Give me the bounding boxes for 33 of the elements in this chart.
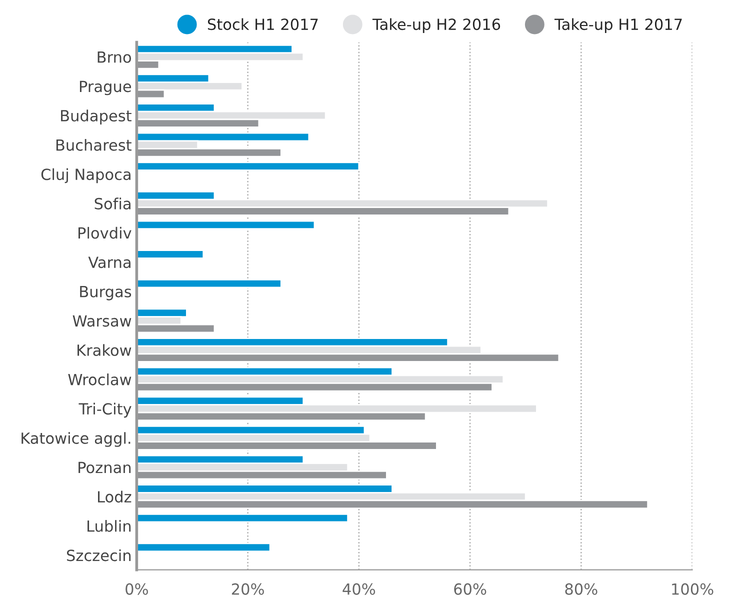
bar bbox=[136, 278, 282, 288]
y-tick-label: Wroclaw bbox=[68, 374, 132, 386]
y-tick-label: Plovdiv bbox=[78, 226, 132, 239]
y-tick-label: Brno bbox=[98, 52, 131, 63]
y-tick-label: Lublin bbox=[88, 520, 131, 532]
y-tick-label: Sofia bbox=[94, 198, 130, 210]
y-tick-label: Cluj Napoca bbox=[41, 168, 130, 184]
bar bbox=[136, 162, 360, 171]
bar bbox=[136, 250, 204, 259]
y-tick-label: Varna bbox=[88, 256, 130, 268]
x-tick-label: 0% bbox=[126, 583, 148, 595]
y-tick-label: Krakow bbox=[78, 344, 132, 356]
y-tick-label: Lodz bbox=[98, 490, 132, 503]
legend-label: Stock H1 2017 bbox=[208, 18, 318, 30]
y-tick-label: Warsaw bbox=[72, 315, 132, 327]
bar bbox=[136, 220, 316, 230]
y-tick-label: Budapest bbox=[61, 110, 132, 124]
y-tick-label: Burgas bbox=[80, 286, 132, 300]
y-tick-label: Katowice aggl. bbox=[22, 432, 130, 447]
y-tick-label: Prague bbox=[80, 80, 132, 96]
y-tick-label: Tri-City bbox=[78, 402, 132, 418]
bar bbox=[136, 513, 349, 523]
y-tick-label: Poznan bbox=[78, 462, 131, 474]
y-tick-label: Bucharest bbox=[56, 139, 132, 151]
bar bbox=[136, 542, 271, 552]
x-tick-label: 100% bbox=[672, 583, 714, 595]
legend-label: Take-up H2 2016 bbox=[372, 18, 500, 34]
x-tick-label: 40% bbox=[342, 583, 376, 595]
x-tick-label: 20% bbox=[232, 583, 264, 595]
x-tick-label: 60% bbox=[454, 583, 486, 595]
legend-label: Take-up H1 2017 bbox=[554, 18, 682, 34]
x-tick-label: 80% bbox=[565, 583, 598, 595]
y-tick-label: Szczecin bbox=[66, 549, 131, 562]
